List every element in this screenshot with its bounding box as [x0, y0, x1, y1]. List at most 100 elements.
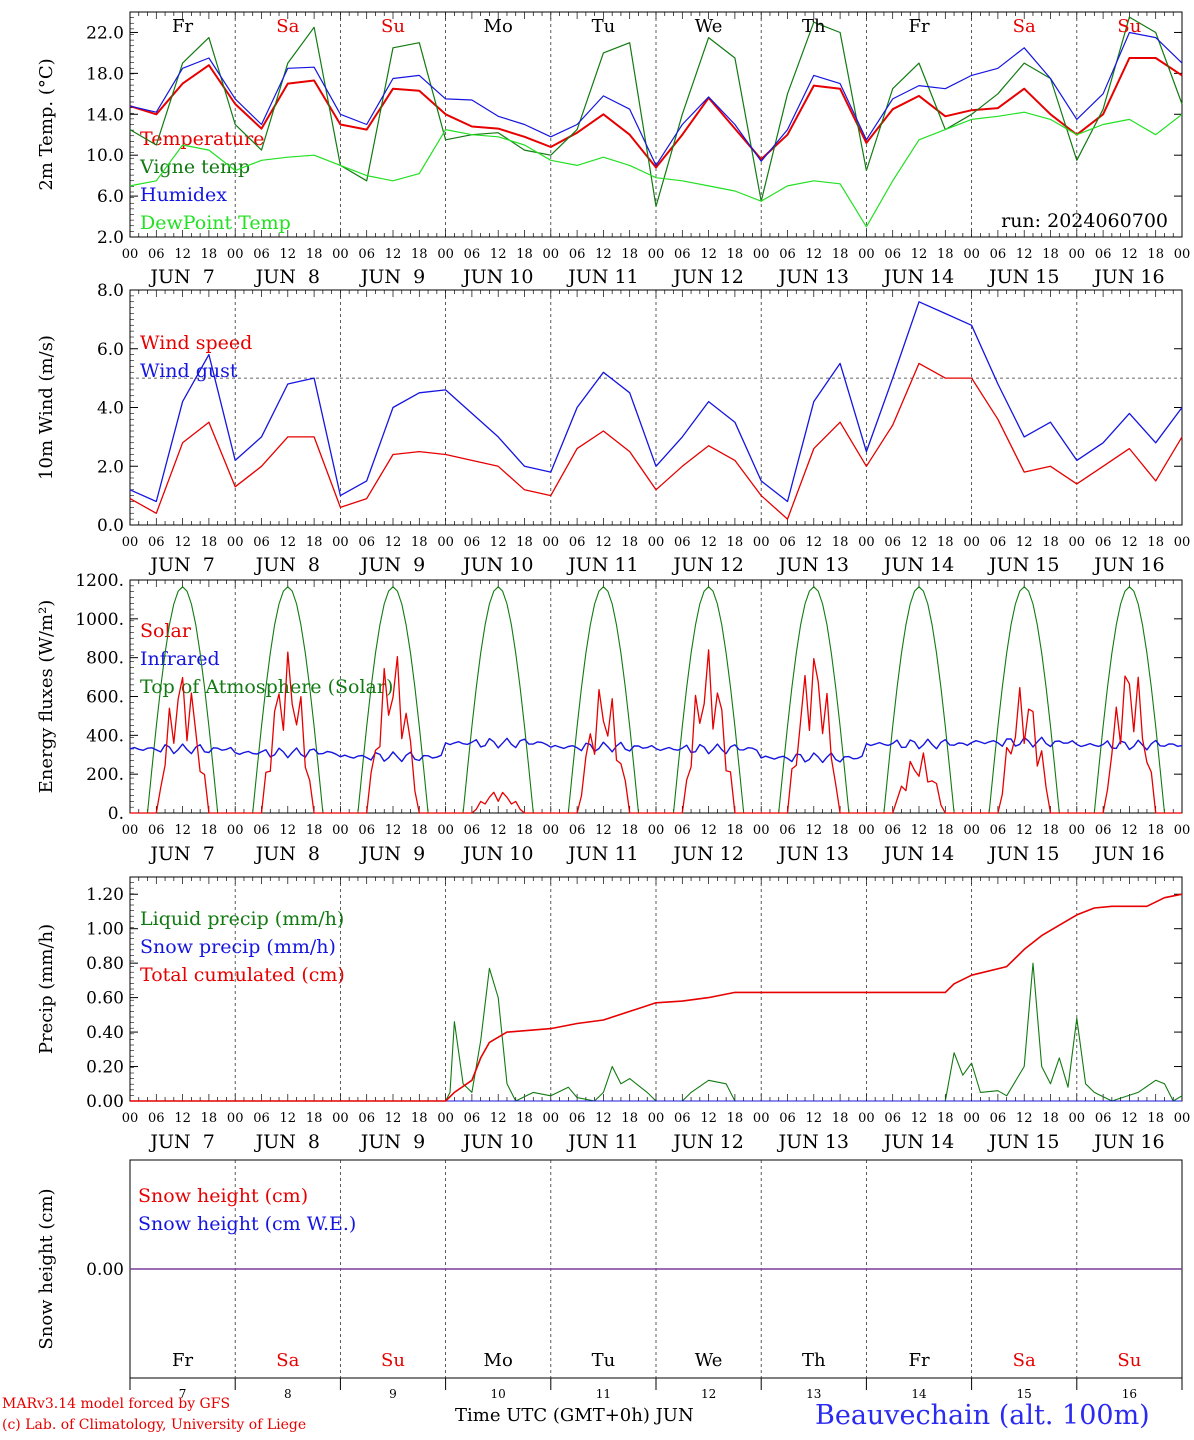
- hour-label: 12: [911, 1111, 928, 1126]
- weekday-label: Sa: [276, 16, 299, 37]
- hour-label: 00: [437, 247, 454, 262]
- weekday-label: Mo: [484, 1350, 513, 1371]
- legend-entry: Vigne temp: [139, 156, 250, 178]
- date-label: JUN 8: [254, 843, 320, 865]
- date-label: JUN 8: [254, 554, 320, 576]
- hour-label: 12: [174, 535, 191, 550]
- hour-label: 12: [1016, 823, 1033, 838]
- hour-label: 18: [516, 535, 533, 550]
- hour-label: 00: [858, 247, 875, 262]
- date-label: JUN 12: [671, 554, 743, 576]
- hour-label: 00: [122, 823, 139, 838]
- date-label: JUN 9: [359, 554, 425, 576]
- hour-label: 00: [437, 1111, 454, 1126]
- hour-label: 18: [201, 823, 218, 838]
- date-label: JUN 16: [1092, 843, 1164, 865]
- hour-label: 06: [569, 247, 586, 262]
- hour-label: 12: [280, 247, 297, 262]
- hour-label: 18: [727, 1111, 744, 1126]
- legend-entry: Solar: [140, 620, 192, 642]
- hour-label: 12: [911, 247, 928, 262]
- hour-label: 12: [1121, 247, 1138, 262]
- y-axis-title: 2m Temp. (°C): [36, 58, 57, 190]
- hour-label: 18: [937, 247, 954, 262]
- y-tick-label: 6.0: [97, 187, 124, 207]
- weekday-label: Tu: [592, 1350, 616, 1371]
- y-tick-label: 0.00: [86, 1260, 124, 1280]
- date-label: JUN 11: [566, 266, 638, 288]
- hour-label: 06: [358, 247, 375, 262]
- hour-label: 12: [806, 823, 823, 838]
- hour-label: 12: [280, 535, 297, 550]
- hour-label: 06: [148, 247, 165, 262]
- hour-label: 00: [122, 535, 139, 550]
- series-line-solar: [130, 649, 1182, 814]
- hour-label: 18: [516, 823, 533, 838]
- hour-label: 18: [201, 1111, 218, 1126]
- hour-label: 06: [674, 1111, 691, 1126]
- date-label: JUN 9: [359, 843, 425, 865]
- model-credit: MARv3.14 model forced by GFS: [2, 1396, 231, 1412]
- lab-credit: (c) Lab. of Climatology, University of L…: [2, 1417, 307, 1433]
- weekday-label: Fr: [908, 1350, 929, 1371]
- day-number-label: 12: [701, 1387, 716, 1401]
- hour-label: 12: [280, 823, 297, 838]
- hour-label: 06: [464, 823, 481, 838]
- hour-label: 12: [1121, 823, 1138, 838]
- hour-label: 00: [227, 823, 244, 838]
- hour-label: 12: [595, 1111, 612, 1126]
- date-label: JUN 12: [671, 1131, 743, 1153]
- y-tick-label: 400.: [86, 726, 124, 746]
- hour-label: 06: [674, 823, 691, 838]
- hour-label: 18: [201, 247, 218, 262]
- hour-label: 18: [621, 1111, 638, 1126]
- y-tick-label: 0.0: [97, 516, 124, 536]
- hour-label: 06: [1095, 823, 1112, 838]
- hour-label: 12: [911, 823, 928, 838]
- y-tick-label: 0.20: [86, 1058, 124, 1078]
- y-tick-label: 1.20: [86, 885, 124, 905]
- weekday-label: Th: [802, 1350, 826, 1371]
- hour-label: 00: [753, 823, 770, 838]
- series-line-vigne-temp: [129, 16, 1183, 207]
- legend-entry: Snow precip (mm/h): [140, 936, 336, 958]
- date-label: JUN 12: [671, 843, 743, 865]
- weekday-label: Sa: [1013, 1350, 1036, 1371]
- hour-label: 12: [385, 247, 402, 262]
- date-label: JUN 16: [1092, 266, 1164, 288]
- hour-label: 18: [1042, 1111, 1059, 1126]
- y-tick-label: 1200.: [75, 571, 124, 591]
- y-tick-label: 18.0: [86, 64, 124, 84]
- hour-label: 06: [358, 1111, 375, 1126]
- hour-label: 00: [753, 535, 770, 550]
- date-label: JUN 7: [148, 1131, 214, 1153]
- hour-label: 18: [832, 247, 849, 262]
- date-label: JUN 10: [461, 1131, 533, 1153]
- hour-label: 18: [727, 247, 744, 262]
- hour-label: 06: [990, 1111, 1007, 1126]
- weekday-label: Sa: [276, 1350, 299, 1371]
- hour-label: 18: [306, 823, 323, 838]
- hour-label: 12: [385, 823, 402, 838]
- hour-label: 00: [648, 823, 665, 838]
- y-axis-title: Precip (mm/h): [36, 924, 57, 1054]
- date-label: JUN 14: [882, 554, 954, 576]
- legend-entry: DewPoint Temp: [140, 212, 291, 234]
- date-label: JUN 11: [566, 554, 638, 576]
- date-label: JUN 15: [987, 554, 1059, 576]
- hour-label: 00: [648, 535, 665, 550]
- date-label: JUN 15: [987, 843, 1059, 865]
- date-label: JUN 12: [671, 266, 743, 288]
- hour-label: 18: [1147, 247, 1164, 262]
- y-tick-label: 6.0: [97, 340, 124, 360]
- hour-label: 00: [437, 535, 454, 550]
- hour-label: 06: [464, 247, 481, 262]
- hour-label: 06: [674, 535, 691, 550]
- hour-label: 06: [779, 535, 796, 550]
- date-label: JUN 15: [987, 266, 1059, 288]
- hour-label: 12: [385, 535, 402, 550]
- y-tick-label: 1000.: [75, 610, 124, 630]
- hour-label: 06: [1095, 535, 1112, 550]
- y-tick-label: 10.0: [86, 146, 124, 166]
- hour-label: 00: [858, 1111, 875, 1126]
